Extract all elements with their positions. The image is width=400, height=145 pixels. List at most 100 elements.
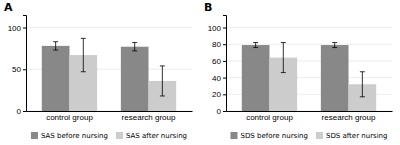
error-cap bbox=[81, 71, 86, 72]
legend-item: SDS after nursing bbox=[316, 132, 388, 140]
legend-item: SAS after nursing bbox=[116, 132, 187, 140]
error-cap bbox=[160, 95, 165, 96]
marks bbox=[42, 38, 176, 111]
y-tick-label: 100 bbox=[208, 24, 222, 33]
y-tick-mark bbox=[223, 78, 226, 79]
y-tick-label: 20 bbox=[212, 90, 221, 99]
error-cap bbox=[360, 96, 365, 97]
error-cap bbox=[281, 42, 286, 43]
figure: 0 50 100 control group research group A SAS be… bbox=[0, 0, 400, 145]
error-line bbox=[162, 66, 163, 96]
y-tick-mark bbox=[23, 28, 26, 29]
panel-label: B bbox=[204, 1, 212, 14]
legend: SAS before nursing SAS after nursing bbox=[31, 132, 187, 140]
x-tick-label: control group bbox=[46, 113, 93, 122]
error-cap bbox=[360, 71, 365, 72]
y-tick: 20 bbox=[212, 90, 226, 99]
grid-line bbox=[226, 27, 392, 28]
legend-label: SAS after nursing bbox=[126, 132, 187, 140]
error-line bbox=[83, 38, 84, 71]
y-axis: 0 20 40 60 80 100 bbox=[208, 16, 227, 117]
y-tick-mark bbox=[223, 94, 226, 95]
bar bbox=[242, 45, 270, 111]
x-axis: control group research group bbox=[27, 111, 193, 122]
x-tick-label: research group bbox=[322, 113, 376, 122]
legend-swatch bbox=[116, 132, 123, 139]
error-line bbox=[362, 72, 363, 97]
bar-series bbox=[42, 42, 149, 111]
y-tick: 60 bbox=[212, 57, 226, 66]
y-tick: 100 bbox=[8, 24, 26, 33]
y-tick: 80 bbox=[212, 40, 226, 49]
bar bbox=[321, 45, 349, 111]
error-line bbox=[283, 43, 284, 73]
x-tick: control group bbox=[246, 111, 293, 122]
x-axis: control group research group bbox=[227, 111, 393, 122]
error-cap bbox=[53, 50, 58, 51]
y-tick-mark bbox=[223, 28, 226, 29]
bar-series bbox=[242, 43, 349, 111]
error-cap bbox=[332, 42, 337, 43]
error-line bbox=[334, 43, 335, 48]
y-tick-label: 0 bbox=[17, 107, 22, 116]
legend-label: SAS before nursing bbox=[41, 132, 108, 140]
error-cap bbox=[160, 65, 165, 66]
y-tick: 0 bbox=[217, 107, 226, 116]
y-tick-label: 50 bbox=[12, 65, 21, 74]
grid-line bbox=[226, 44, 392, 45]
grid bbox=[26, 28, 192, 111]
panel: 0 20 40 60 80 100 control group research group B… bbox=[204, 1, 393, 140]
error-bar bbox=[281, 43, 286, 73]
error-bar bbox=[253, 43, 258, 48]
error-cap bbox=[332, 47, 337, 48]
x-tick-label: control group bbox=[246, 113, 293, 122]
bar bbox=[42, 46, 70, 111]
grid-line bbox=[26, 27, 192, 28]
y-tick-mark bbox=[223, 111, 226, 112]
legend: SDS before nursing SDS after nursing bbox=[231, 132, 388, 140]
error-bar bbox=[132, 43, 137, 51]
y-tick-mark bbox=[23, 111, 26, 112]
y-tick-mark bbox=[223, 61, 226, 62]
error-bar bbox=[360, 72, 365, 97]
y-tick: 40 bbox=[212, 74, 226, 83]
bar-series bbox=[269, 43, 376, 111]
error-line bbox=[255, 43, 256, 48]
panel-label: A bbox=[4, 1, 13, 14]
y-tick-label: 100 bbox=[8, 24, 22, 33]
y-tick: 0 bbox=[17, 107, 26, 116]
error-cap bbox=[81, 38, 86, 39]
error-cap bbox=[281, 72, 286, 73]
error-cap bbox=[253, 42, 258, 43]
legend-label: SDS after nursing bbox=[326, 132, 388, 140]
error-line bbox=[134, 43, 135, 51]
x-tick: research group bbox=[122, 111, 176, 122]
legend-swatch bbox=[231, 132, 238, 139]
y-tick-label: 0 bbox=[217, 107, 222, 116]
grid bbox=[226, 28, 392, 111]
error-line bbox=[55, 42, 56, 50]
panel: 0 50 100 control group research group A SAS be… bbox=[4, 1, 193, 140]
legend-item: SAS before nursing bbox=[31, 132, 108, 140]
x-tick-label: research group bbox=[122, 113, 176, 122]
y-tick-label: 60 bbox=[212, 57, 221, 66]
y-tick: 100 bbox=[208, 24, 226, 33]
y-tick-mark bbox=[223, 44, 226, 45]
y-tick-label: 40 bbox=[212, 74, 221, 83]
error-bar bbox=[160, 66, 165, 96]
y-axis-line bbox=[23, 16, 27, 112]
y-tick: 50 bbox=[12, 65, 26, 74]
error-bar bbox=[81, 38, 86, 71]
error-cap bbox=[253, 47, 258, 48]
error-cap bbox=[132, 50, 137, 51]
legend-label: SDS before nursing bbox=[241, 132, 308, 140]
error-cap bbox=[132, 42, 137, 43]
y-tick-mark bbox=[23, 69, 26, 70]
legend-swatch bbox=[31, 132, 38, 139]
error-bar bbox=[53, 42, 58, 50]
x-tick: control group bbox=[46, 111, 93, 122]
y-tick-label: 80 bbox=[212, 40, 221, 49]
legend-swatch bbox=[316, 132, 323, 139]
y-axis: 0 50 100 bbox=[8, 16, 27, 117]
error-bar bbox=[332, 43, 337, 48]
